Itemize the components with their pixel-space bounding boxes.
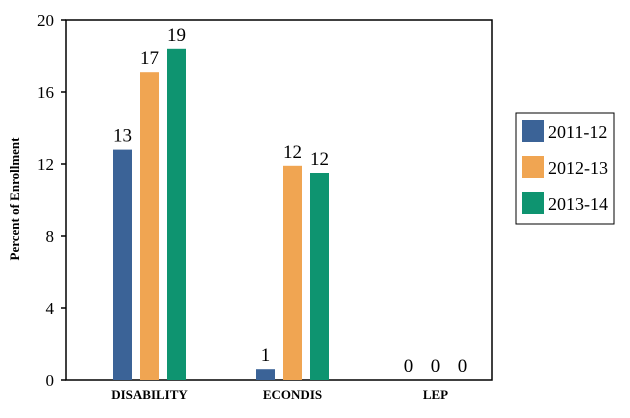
legend-label: 2011-12 xyxy=(548,122,607,142)
y-axis-title: Percent of Enrollment xyxy=(7,137,22,261)
bar xyxy=(140,72,159,380)
bar xyxy=(310,173,329,380)
data-label: 17 xyxy=(140,48,159,69)
legend-swatch xyxy=(522,120,544,142)
data-label: 12 xyxy=(283,142,302,163)
data-label: 12 xyxy=(310,149,329,170)
plot-border xyxy=(65,19,493,381)
x-tick-label: DISABILITY xyxy=(111,387,188,402)
legend-label: 2013-14 xyxy=(548,194,608,214)
y-tick-label: 20 xyxy=(37,11,54,30)
data-label: 0 xyxy=(404,356,414,377)
y-axis: 0 4 8 12 16 20 xyxy=(37,11,66,390)
y-tick-label: 0 xyxy=(46,371,55,390)
bar xyxy=(167,48,186,381)
data-label: 13 xyxy=(113,126,132,147)
bar xyxy=(283,165,302,380)
plot-frame xyxy=(65,19,493,381)
y-tick-label: 16 xyxy=(37,83,54,102)
y-tick-label: 4 xyxy=(46,299,55,318)
legend-swatch xyxy=(522,156,544,178)
data-label: 0 xyxy=(458,356,468,377)
x-axis: DISABILITY ECONDIS LEP xyxy=(111,387,448,402)
bar xyxy=(113,149,132,380)
y-tick-label: 12 xyxy=(37,155,54,174)
data-label: 1 xyxy=(261,345,271,366)
data-label: 19 xyxy=(167,25,186,46)
data-label: 0 xyxy=(431,356,441,377)
x-tick-label: LEP xyxy=(423,387,448,402)
x-tick-label: ECONDIS xyxy=(263,387,322,402)
bar xyxy=(256,369,275,380)
y-tick-label: 8 xyxy=(46,227,55,246)
bars xyxy=(113,48,329,381)
legend-swatch xyxy=(522,192,544,214)
legend-label: 2012-13 xyxy=(548,158,608,178)
legend: 2011-12 2012-13 2013-14 xyxy=(515,112,615,225)
